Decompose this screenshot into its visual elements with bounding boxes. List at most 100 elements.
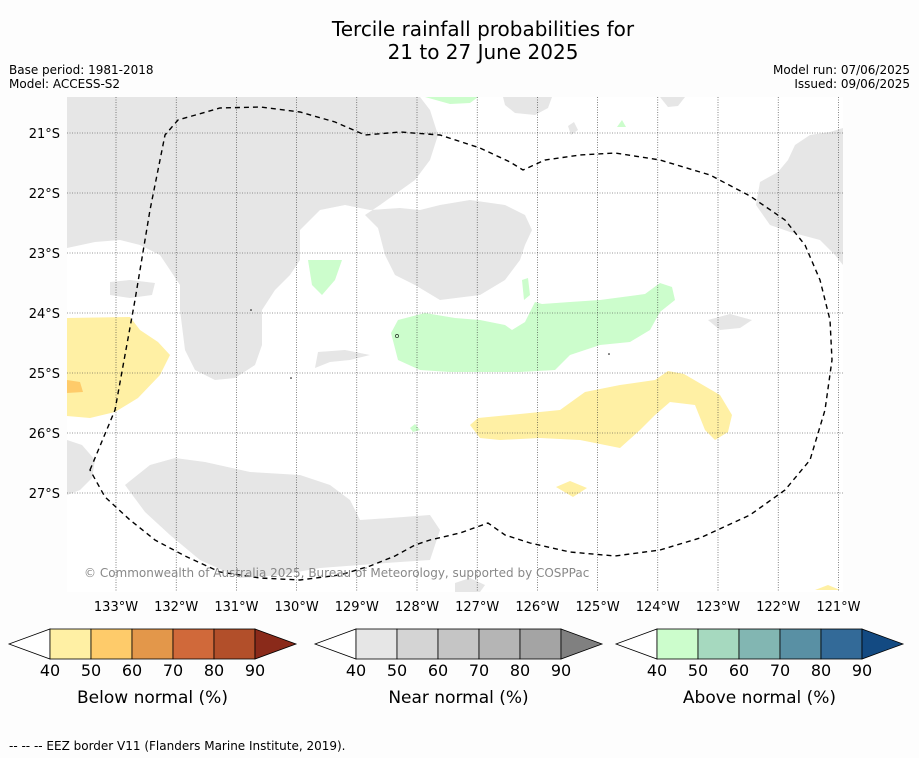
above-normal-region [391,283,675,372]
copyright-text: © Commonwealth of Australia 2025, Bureau… [84,566,589,580]
colorbar-tick: 80 [510,661,530,680]
colorbar-tick: 90 [551,661,571,680]
above-normal-region [425,97,478,104]
near-normal-region [455,578,485,592]
colorbar-segment [396,628,439,660]
title-line-1: Tercile rainfall probabilities for [331,17,635,41]
colorbar-legend: 40 50 60 70 80 90 Below normal (%) 40 50 60 70 80 90… [7,628,905,708]
colorbar-segment [90,628,133,660]
island-marker [250,309,252,311]
island-markers [250,309,610,379]
island-marker [290,377,292,379]
above-normal-region [522,278,530,300]
run-info: Model run: 07/06/2025 Issued: 09/06/2025 [773,63,910,91]
latitude-labels: 21°S 22°S 23°S 24°S 25°S 26°S 27°S [29,127,60,502]
colorbar-segment [697,628,740,660]
colorbar-tick: 90 [852,661,872,680]
longitude-label: 131°W [214,600,258,615]
near-normal-region [660,97,685,107]
longitude-label: 132°W [154,600,198,615]
latitude-label: 23°S [29,247,60,262]
below-normal-regions [67,317,840,590]
colorbar-over-arrow [560,628,604,660]
longitude-label: 123°W [696,600,740,615]
island-marker [608,353,610,355]
above-normal-region [410,424,420,432]
colorbar-segment [779,628,822,660]
near-normal-region [67,440,95,495]
longitude-label: 128°W [395,600,439,615]
colorbar-label: Near normal (%) [388,688,528,708]
title-line-2: 21 to 27 June 2025 [387,40,579,64]
colorbar-segment [656,628,699,660]
colorbar-tick: 60 [428,661,448,680]
below-normal-region [556,481,587,497]
colorbar-tick: 80 [811,661,831,680]
colorbar-segment [519,628,562,660]
colorbar-segment [172,628,215,660]
colorbar-segment [213,628,256,660]
colorbar-tick: 60 [729,661,749,680]
longitude-label: 133°W [94,600,138,615]
base-period: Base period: 1981-2018 [9,63,154,77]
colorbar-segment [820,628,863,660]
colorbar-segment [437,628,480,660]
colorbar-label: Below normal (%) [77,688,228,708]
near-normal-region [756,128,843,265]
longitude-label: 121°W [816,600,860,615]
model-run: Model run: 07/06/2025 [772,63,910,77]
colorbar-tick: 40 [647,661,667,680]
below-normal-region [67,380,83,393]
above-normal-region [617,120,626,127]
colorbar-under-arrow [7,628,51,660]
model-name: Model: ACCESS-S2 [9,77,121,91]
longitude-label: 126°W [515,600,559,615]
longitude-label: 130°W [275,600,319,615]
eez-legend-note: -- -- -- EEZ border V11 (Flanders Marine… [9,739,346,753]
map-title: Tercile rainfall probabilities for 21 to… [0,18,919,64]
colorbar-segment [49,628,92,660]
longitude-label: 125°W [576,600,620,615]
latitude-label: 24°S [29,307,60,322]
colorbar-tick: 40 [346,661,366,680]
colorbar-tick: 80 [204,661,224,680]
longitude-label: 129°W [335,600,379,615]
colorbar-tick: 70 [770,661,790,680]
latitude-label: 21°S [29,127,60,142]
near-normal-regions [67,97,843,592]
below-normal-region [67,317,170,418]
longitude-label: 122°W [756,600,800,615]
colorbar-tick: 90 [245,661,265,680]
near-normal-region [125,458,440,578]
colorbar: 40 50 60 70 80 90 Above normal (%) [614,628,905,708]
longitude-labels: 133°W 132°W 131°W 130°W 129°W 128°W 127°W 126°W… [94,600,861,615]
colorbar: 40 50 60 70 80 90 Below normal (%) [7,628,298,708]
longitude-label: 127°W [455,600,499,615]
below-normal-region [470,371,732,448]
latitude-label: 27°S [29,487,60,502]
colorbar-tick: 50 [81,661,101,680]
near-normal-region [568,122,578,135]
near-normal-region [503,97,552,115]
colorbar-tick: 50 [387,661,407,680]
colorbar-segment [478,628,521,660]
colorbar-tick: 70 [469,661,489,680]
colorbar-segment [131,628,174,660]
gridlines [67,97,843,592]
island-marker [395,334,399,338]
map-area: © Commonwealth of Australia 2025, Bureau… [67,97,843,592]
longitude-label: 124°W [636,600,680,615]
latitude-label: 22°S [29,187,60,202]
colorbar-tick: 60 [122,661,142,680]
model-info: Base period: 1981-2018 Model: ACCESS-S2 [9,63,154,91]
colorbar-label: Above normal (%) [683,688,836,708]
eez-border [89,106,833,581]
colorbar-over-arrow [861,628,905,660]
issued-date: Issued: 09/06/2025 [794,77,910,91]
near-normal-region [110,280,155,298]
colorbar: 40 50 60 70 80 90 Near normal (%) [313,628,604,708]
latitude-label: 25°S [29,367,60,382]
near-normal-region [67,97,532,380]
below-normal-region [815,585,840,590]
